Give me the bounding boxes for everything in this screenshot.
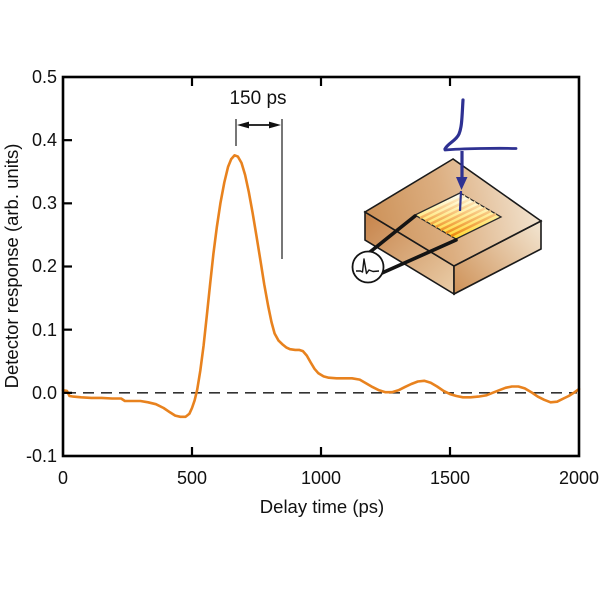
y-axis-title: Detector response (arb. units) <box>1 143 22 389</box>
wire-lower <box>380 238 458 275</box>
y-tick-label: 0.4 <box>31 130 57 150</box>
readout-pulse-waveform <box>356 258 380 275</box>
pulse-vertical-trace <box>443 98 465 151</box>
annotation-label: 150 ps <box>229 88 287 109</box>
x-axis-title: Delay time (ps) <box>259 496 385 517</box>
inset-diagram <box>351 98 543 296</box>
interdigitated-electrode-area <box>413 192 503 240</box>
beam-arrow-head-icon <box>456 177 468 190</box>
y-tick-label: 0.5 <box>31 67 57 87</box>
wire-leads <box>368 214 458 275</box>
x-tick-label: 500 <box>176 468 208 488</box>
y-tick-label: 0.0 <box>31 383 57 403</box>
axis-tick-marks <box>63 77 452 456</box>
x-tick-label: 2000 <box>558 468 600 488</box>
y-tick-label: -0.1 <box>25 446 57 466</box>
beam-into-chip <box>458 190 463 212</box>
thz-pulse-icon <box>443 98 518 212</box>
readout-circle <box>351 250 385 284</box>
y-tick-label: 0.1 <box>31 320 57 340</box>
x-tick-label: 1000 <box>300 468 342 488</box>
y-tick-label: 0.3 <box>31 193 57 213</box>
arrowhead-left-icon <box>237 121 249 129</box>
x-tick-label: 1500 <box>429 468 471 488</box>
y-tick-label: 0.2 <box>31 256 57 276</box>
arrowhead-right-icon <box>269 121 281 129</box>
pulse-spike-trace <box>443 146 518 152</box>
electrode-stripes <box>419 194 497 238</box>
response-curve <box>61 154 581 419</box>
fwhm-annotation <box>235 119 283 259</box>
pulse-readout-icon <box>351 250 385 284</box>
wire-upper <box>368 214 417 254</box>
x-tick-label: 0 <box>57 468 68 488</box>
